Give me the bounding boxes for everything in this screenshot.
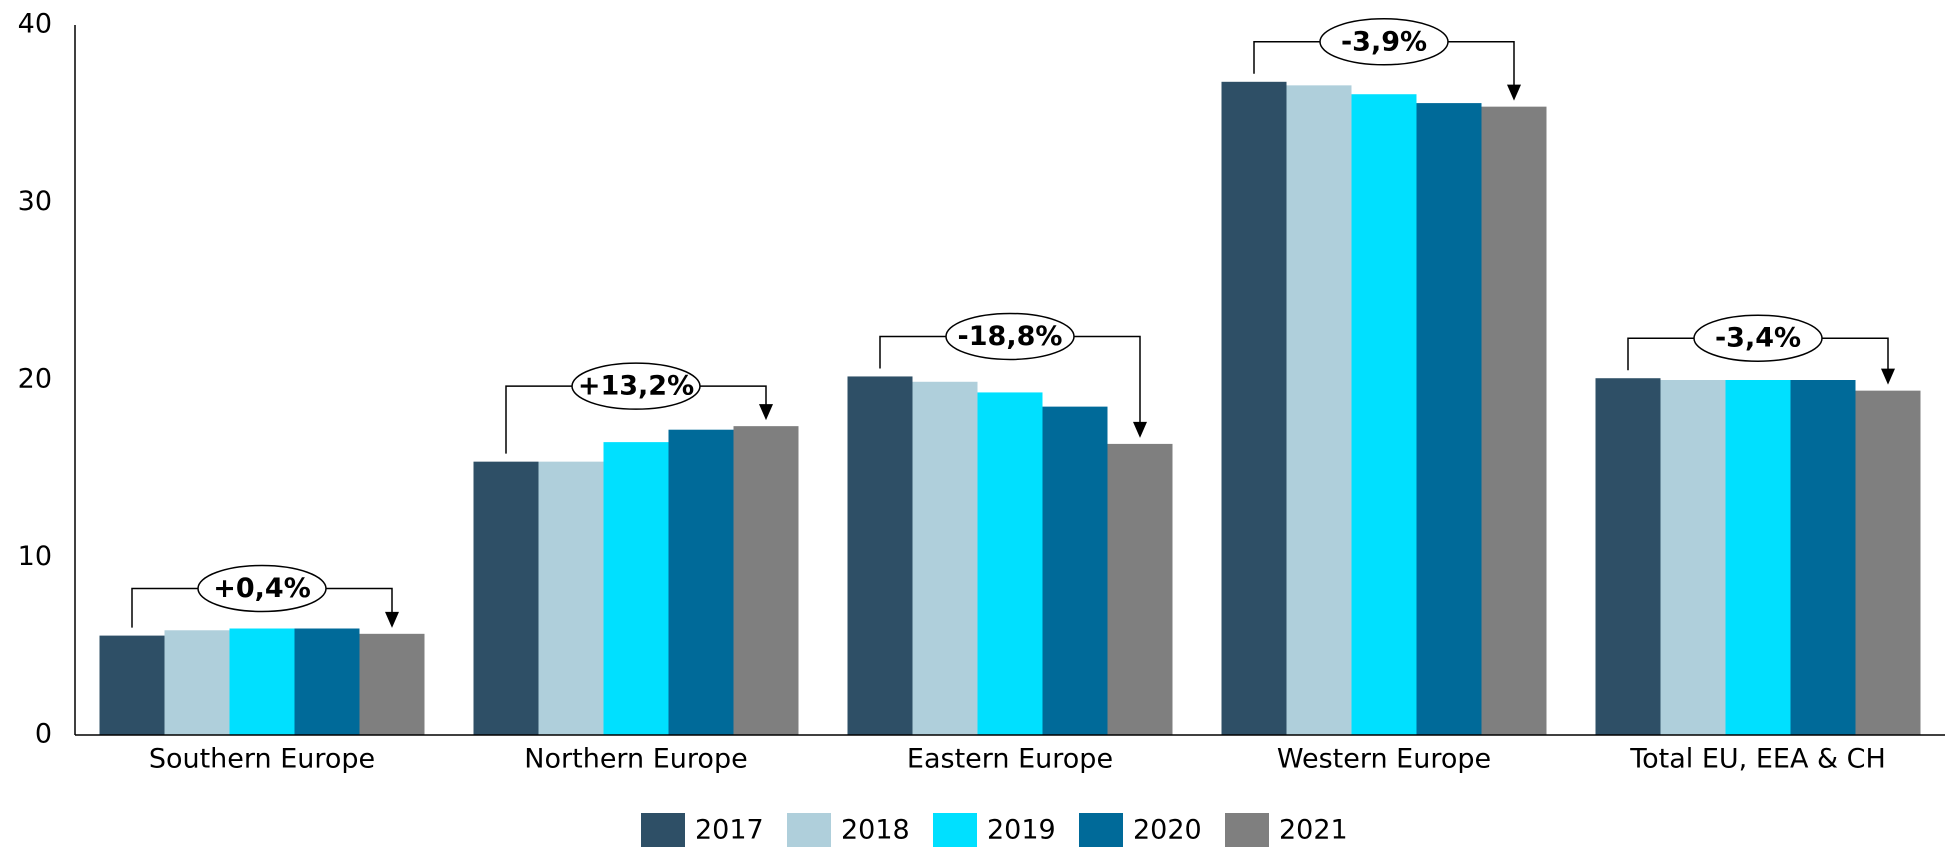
bar xyxy=(912,381,978,735)
legend-label: 2017 xyxy=(695,815,764,846)
bar xyxy=(603,442,669,735)
x-tick-label: Southern Europe xyxy=(149,744,375,775)
bar xyxy=(733,426,799,735)
bar xyxy=(1595,378,1661,735)
bar xyxy=(1107,443,1173,735)
legend-label: 2018 xyxy=(841,815,910,846)
bar xyxy=(229,628,295,735)
legend-label: 2021 xyxy=(1279,815,1348,846)
arrow-head xyxy=(1507,84,1521,101)
legend-label: 2020 xyxy=(1133,815,1202,846)
legend-swatch xyxy=(1225,813,1269,847)
legend-swatch xyxy=(641,813,685,847)
legend-label: 2019 xyxy=(987,815,1056,846)
bar xyxy=(1725,380,1791,735)
y-tick-label: 20 xyxy=(18,364,52,395)
y-tick-label: 0 xyxy=(35,719,52,750)
y-tick-label: 40 xyxy=(18,9,52,40)
y-tick-label: 10 xyxy=(18,541,52,572)
annotation: -18,8% xyxy=(958,321,1063,352)
x-tick-label: Western Europe xyxy=(1277,744,1491,775)
x-tick-label: Eastern Europe xyxy=(907,744,1113,775)
bar xyxy=(1855,390,1921,735)
bar xyxy=(164,630,230,735)
annotation: -3,9% xyxy=(1341,26,1427,57)
bar xyxy=(1042,406,1108,735)
legend-swatch xyxy=(787,813,831,847)
bar xyxy=(847,376,913,735)
x-tick-label: Northern Europe xyxy=(524,744,747,775)
bar xyxy=(359,633,425,735)
annotation-bubble xyxy=(571,362,701,410)
legend-swatch xyxy=(933,813,977,847)
bar xyxy=(99,635,165,735)
y-tick-label: 30 xyxy=(18,186,52,217)
x-tick-label: Total EU, EEA & CH xyxy=(1629,744,1886,775)
annotation-bubble xyxy=(197,564,327,613)
annotation: +0,4% xyxy=(213,573,311,604)
arrow-head xyxy=(1133,421,1147,438)
annotation: -3,4% xyxy=(1715,323,1801,354)
annotation: +13,2% xyxy=(578,371,694,402)
bar xyxy=(1481,106,1547,735)
bar xyxy=(1286,85,1352,736)
bar xyxy=(1416,103,1482,736)
annotation-bubble xyxy=(1693,314,1823,362)
arrow-head xyxy=(1881,368,1895,385)
arrow-head xyxy=(385,611,399,628)
arrow-head xyxy=(759,404,773,421)
bar xyxy=(473,461,539,735)
bar xyxy=(1790,380,1856,735)
bar xyxy=(294,628,360,735)
bar xyxy=(538,461,604,735)
bar xyxy=(1221,81,1287,736)
legend-swatch xyxy=(1079,813,1123,847)
annotation-bubble xyxy=(1319,18,1449,66)
bar xyxy=(977,392,1043,735)
bar xyxy=(668,429,734,735)
bar xyxy=(1351,94,1417,736)
annotation-bubble xyxy=(945,312,1075,361)
bar xyxy=(1660,380,1726,735)
